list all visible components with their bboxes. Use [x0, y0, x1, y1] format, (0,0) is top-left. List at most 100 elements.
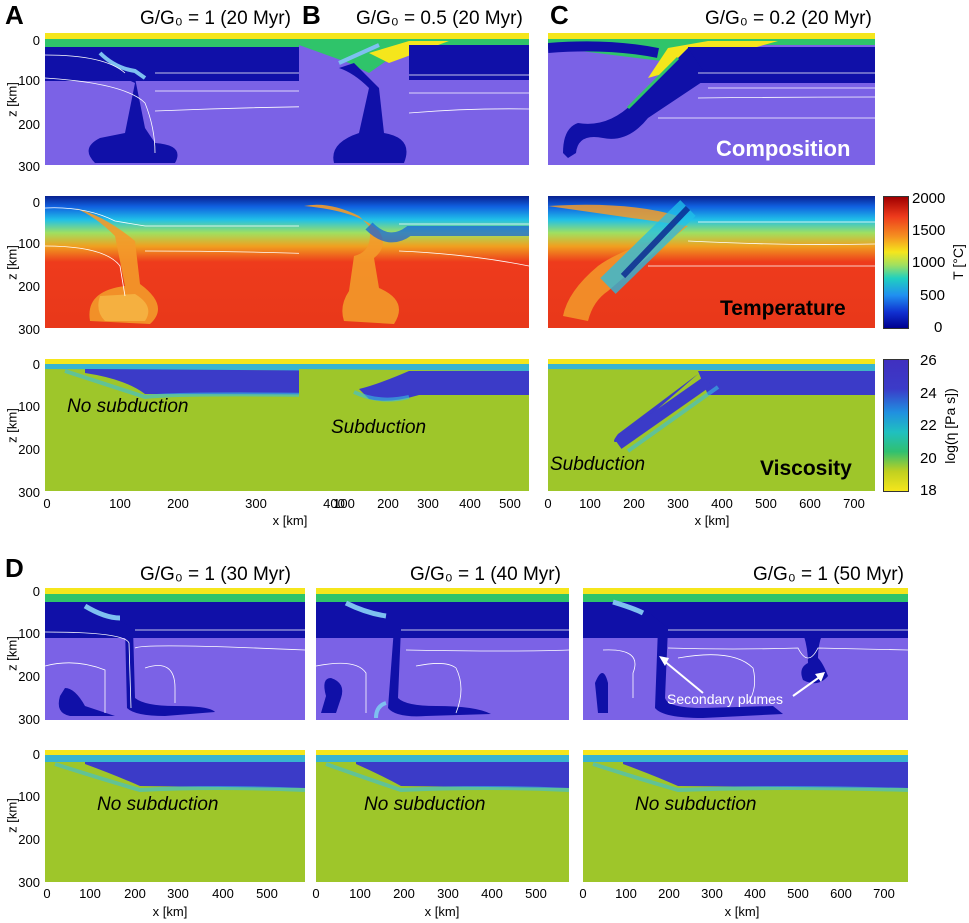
panel-label-b: B: [302, 0, 321, 30]
z-tick: 0: [32, 33, 40, 48]
panel-d2-title: G/G₀ = 1 (40 Myr): [410, 564, 561, 585]
x-tick: 700: [873, 886, 895, 901]
temperature-tick: 0: [934, 319, 943, 336]
x-tick: 100: [579, 496, 601, 511]
x-tick: 300: [701, 886, 723, 901]
x-tick: 400: [711, 496, 733, 511]
x-tick: 400: [481, 886, 503, 901]
z-tick: 200: [18, 832, 40, 847]
viscosity-colorbar-label: log(η [Pa s]): [942, 388, 958, 464]
x-tick: 200: [658, 886, 680, 901]
x-tick: 100: [109, 496, 131, 511]
panel-label-a: A: [5, 0, 24, 30]
temperature-label: Temperature: [720, 297, 846, 320]
x-tick: 300: [167, 886, 189, 901]
z-tick: 200: [18, 117, 40, 132]
temperature-tick: 500: [920, 287, 946, 304]
z-tick: 100: [18, 236, 40, 251]
panel-d1-viscosity: No subduction: [45, 750, 305, 882]
z-tick: 0: [32, 195, 40, 210]
annotation-no-subduction-d1: No subduction: [97, 794, 219, 815]
x-tick: 100: [79, 886, 101, 901]
panel-d3-viscosity: No subduction: [583, 750, 908, 882]
x-axis-label-b: x [km]: [272, 513, 308, 528]
x-tick: 0: [312, 886, 320, 901]
x-tick: 200: [124, 886, 146, 901]
temperature-tick: 2000: [912, 190, 946, 207]
annotation-subduction-b: Subduction: [331, 417, 427, 438]
x-tick: 400: [459, 496, 481, 511]
composition-label: Composition: [716, 136, 851, 161]
z-tick: 300: [18, 875, 40, 890]
viscosity-colorbar: [883, 359, 909, 492]
x-tick: 500: [256, 886, 278, 901]
x-tick: 0: [579, 886, 587, 901]
viscosity-tick: 24: [920, 385, 937, 402]
panel-d3-title: G/G₀ = 1 (50 Myr): [753, 564, 904, 585]
panel-d3-composition: Secondary plumes: [583, 588, 908, 720]
x-tick: 500: [499, 496, 521, 511]
x-axis-label-c: x [km]: [694, 513, 730, 528]
x-tick: 200: [377, 496, 399, 511]
x-tick: 400: [323, 496, 345, 511]
z-tick: 0: [32, 584, 40, 599]
x-tick: 700: [843, 496, 865, 511]
z-tick: 300: [18, 159, 40, 174]
x-tick: 0: [43, 496, 51, 511]
x-tick: 100: [615, 886, 637, 901]
panel-b-temperature: [299, 196, 529, 328]
x-tick: 300: [245, 496, 267, 511]
x-tick: 500: [787, 886, 809, 901]
annotation-no-subduction-d3: No subduction: [635, 794, 757, 815]
panel-d1-title: G/G₀ = 1 (30 Myr): [140, 564, 291, 585]
secondary-plume-arrows: [659, 656, 825, 697]
viscosity-tick: 22: [920, 417, 937, 434]
annotation-secondary-plumes: Secondary plumes: [667, 691, 783, 707]
z-tick: 300: [18, 712, 40, 727]
x-tick: 100: [349, 886, 371, 901]
x-tick: 200: [167, 496, 189, 511]
x-tick: 600: [799, 496, 821, 511]
z-tick: 300: [18, 322, 40, 337]
x-tick: 500: [525, 886, 547, 901]
z-tick: 300: [18, 485, 40, 500]
temperature-colorbar: [883, 196, 909, 329]
annotation-subduction-c: Subduction: [550, 454, 646, 475]
x-tick: 300: [417, 496, 439, 511]
x-tick: 0: [544, 496, 552, 511]
panel-c-viscosity: Subduction Viscosity: [548, 359, 875, 491]
z-tick: 200: [18, 442, 40, 457]
panel-c-composition: Composition: [548, 33, 875, 165]
panel-d2-viscosity: No subduction: [316, 750, 569, 882]
z-tick: 200: [18, 669, 40, 684]
x-tick: 200: [623, 496, 645, 511]
panel-a-title: G/G₀ = 1 (20 Myr): [140, 8, 291, 29]
viscosity-tick: 26: [920, 352, 937, 369]
panel-d2-composition: [316, 588, 569, 720]
x-tick: 600: [830, 886, 852, 901]
panel-b-composition: [299, 33, 529, 165]
x-axis-label-d1: x [km]: [152, 904, 188, 919]
z-tick: 100: [18, 626, 40, 641]
temperature-tick: 1500: [912, 222, 946, 239]
panel-d1-composition: [45, 588, 305, 720]
z-tick: 200: [18, 279, 40, 294]
panel-b-viscosity: Subduction: [299, 359, 529, 491]
x-tick: 300: [667, 496, 689, 511]
temperature-colorbar-label: T [°C]: [950, 244, 966, 280]
x-tick: 400: [212, 886, 234, 901]
z-tick: 100: [18, 789, 40, 804]
panel-c-title: G/G₀ = 0.2 (20 Myr): [705, 8, 872, 29]
x-tick: 100: [333, 496, 355, 511]
x-axis-label-d3: x [km]: [724, 904, 760, 919]
viscosity-tick: 18: [920, 482, 937, 499]
x-axis-label-d2: x [km]: [424, 904, 460, 919]
panel-c-temperature: Temperature: [548, 196, 875, 328]
x-tick: 500: [755, 496, 777, 511]
x-tick: 300: [437, 886, 459, 901]
annotation-no-subduction-a: No subduction: [67, 396, 189, 417]
temperature-tick: 1000: [912, 254, 946, 271]
panel-label-c: C: [550, 0, 569, 30]
panel-label-d: D: [5, 553, 24, 583]
annotation-no-subduction-d2: No subduction: [364, 794, 486, 815]
